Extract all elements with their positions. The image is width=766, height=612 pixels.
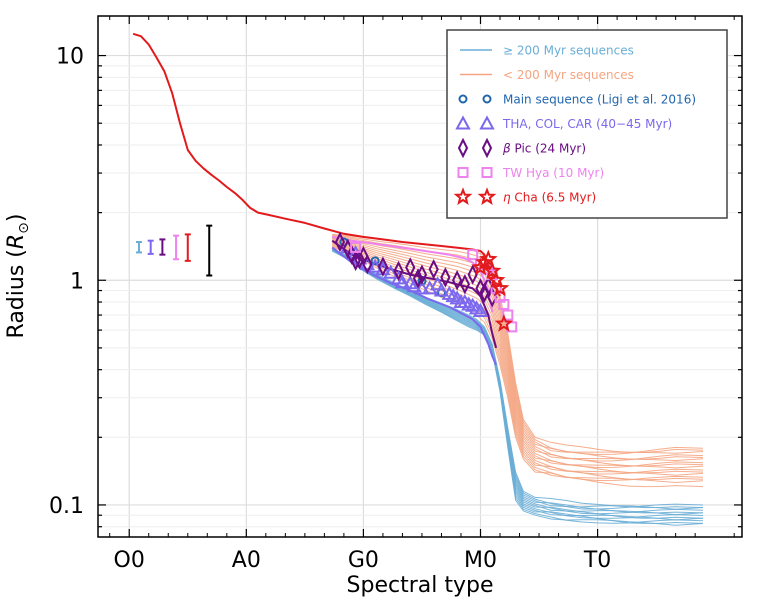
sequence-line — [332, 242, 704, 475]
sequence-line — [332, 237, 704, 462]
data-point-star — [482, 261, 502, 279]
data-point-diamond — [350, 250, 361, 272]
sequence-families — [331, 233, 704, 526]
sequence-line — [331, 249, 704, 516]
plot-frame — [97, 15, 743, 538]
data-point-square — [502, 309, 514, 321]
data-point-triangle — [461, 296, 477, 311]
data-point-diamond — [354, 249, 365, 270]
sequence-line — [332, 240, 704, 469]
data-point-square — [350, 241, 362, 253]
legend-marker — [457, 167, 469, 178]
legend-greek: η — [503, 191, 511, 205]
data-point-diamond — [362, 253, 373, 275]
data-point-star — [490, 278, 510, 297]
legend-marker — [455, 115, 471, 130]
data-point-diamond — [428, 258, 439, 280]
legend-label-rest: Pic (24 Myr) — [511, 142, 586, 156]
legend-marker — [477, 187, 497, 205]
x-tick-label: T0 — [583, 548, 611, 573]
legend-label: η Cha (6.5 Myr) — [503, 191, 596, 205]
data-point-diamond — [334, 231, 346, 253]
scatter-markers — [334, 231, 518, 333]
legend: ≥ 200 Myr sequences < 200 Myr sequences Ma… — [446, 29, 728, 219]
error-bars — [135, 224, 213, 277]
sequence-line — [332, 240, 704, 469]
legend-label: TW Hya (10 Myr) — [502, 166, 604, 180]
legend-marker — [482, 94, 492, 104]
legend-box — [446, 29, 728, 219]
data-point-diamond — [451, 270, 463, 291]
legend-label: THA, COL, CAR (40−45 Myr) — [502, 117, 672, 131]
legend-label: Main sequence (Ligi et al. 2016) — [503, 93, 696, 107]
x-tick-label: M0 — [464, 548, 497, 573]
sequence-line — [331, 248, 704, 510]
data-point-star — [486, 270, 506, 289]
data-point-triangle — [383, 264, 399, 279]
legend-marker — [457, 137, 469, 159]
data-point-circle — [370, 256, 380, 266]
y-axis-title: Radius (R⊙) — [4, 214, 32, 339]
data-point-square — [498, 299, 510, 311]
sequence-line — [331, 248, 704, 510]
legend-marker — [481, 137, 493, 159]
data-point-triangle — [429, 276, 446, 291]
data-point-diamond — [440, 267, 451, 288]
x-tick-label: O0 — [114, 548, 145, 573]
legend-label: < 200 Myr sequences — [503, 68, 634, 82]
legend-label-rest: Cha (6.5 Myr) — [511, 191, 597, 205]
x-tick-label: A0 — [232, 548, 261, 573]
y-tick-label: 10 — [56, 45, 84, 70]
data-point-triangle — [414, 280, 430, 295]
sequence-line — [332, 238, 704, 462]
data-point-triangle — [472, 302, 489, 317]
data-point-diamond — [393, 260, 404, 282]
legend-greek: β — [502, 142, 511, 156]
legend-label: β Pic (24 Myr) — [502, 142, 586, 156]
y-tick-label: 0.1 — [49, 494, 84, 519]
data-point-diamond — [377, 256, 389, 277]
data-point-diamond — [405, 257, 416, 278]
data-point-star — [494, 313, 514, 332]
legend-marker — [479, 115, 495, 130]
series-line — [132, 32, 486, 256]
sequence-line — [331, 248, 704, 509]
series-line — [332, 235, 494, 313]
data-point-triangle — [394, 274, 411, 289]
x-axis-title: Spectral type — [347, 573, 494, 598]
data-point-diamond — [467, 264, 478, 285]
legend-marker — [453, 187, 473, 205]
x-tick-label: G0 — [348, 548, 379, 573]
data-point-diamond — [412, 268, 424, 289]
sequence-line — [331, 250, 704, 526]
legend-label: ≥ 200 Myr sequences — [503, 44, 634, 58]
y-tick-label: 1 — [70, 269, 84, 294]
data-point-star — [478, 249, 498, 268]
data-point-diamond — [416, 264, 428, 285]
data-point-diamond — [459, 274, 471, 295]
axis-ticks: O0 A0 G0 M0 T0 0.1 1 10 — [49, 16, 742, 573]
data-point-triangle — [433, 282, 450, 297]
series-line — [331, 246, 498, 366]
data-point-square — [467, 249, 479, 261]
legend-marker — [481, 167, 493, 178]
sequence-line — [331, 249, 704, 515]
legend-marker — [458, 94, 468, 104]
